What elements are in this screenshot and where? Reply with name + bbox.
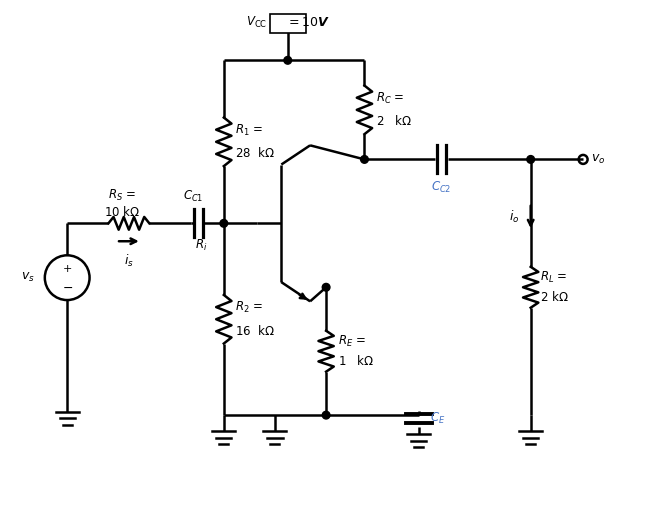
Text: $C_{C1}$: $C_{C1}$ (183, 189, 203, 204)
Text: $C_{C2}$: $C_{C2}$ (431, 180, 452, 195)
Text: $-$: $-$ (62, 281, 72, 294)
Text: $i_o$: $i_o$ (509, 209, 519, 225)
Circle shape (323, 412, 330, 419)
Circle shape (360, 156, 368, 163)
Text: $R_i$: $R_i$ (196, 237, 207, 252)
Text: $v_s$: $v_s$ (21, 271, 35, 284)
Circle shape (527, 156, 535, 163)
Text: $v_o$: $v_o$ (591, 153, 606, 166)
Text: 28  k$\Omega$: 28 k$\Omega$ (235, 146, 275, 160)
FancyBboxPatch shape (270, 13, 306, 33)
Text: $R_L$ =: $R_L$ = (540, 270, 568, 285)
Text: $R_S$ =: $R_S$ = (108, 188, 136, 203)
Circle shape (220, 220, 227, 227)
Text: $R_1$ =: $R_1$ = (235, 123, 263, 138)
Text: $R_C$ =: $R_C$ = (376, 91, 404, 106)
Text: $C_E$: $C_E$ (430, 411, 446, 426)
Text: $V_{\rm CC}$: $V_{\rm CC}$ (246, 15, 267, 30)
Text: 10 k$\Omega$: 10 k$\Omega$ (104, 205, 140, 219)
Text: 16  k$\Omega$: 16 k$\Omega$ (235, 324, 275, 338)
Text: $= 10$V: $= 10$V (287, 16, 331, 29)
Text: 1   k$\Omega$: 1 k$\Omega$ (338, 354, 374, 368)
Circle shape (284, 56, 291, 64)
Circle shape (323, 283, 330, 291)
Text: 2   k$\Omega$: 2 k$\Omega$ (376, 114, 412, 128)
Text: $+$: $+$ (62, 263, 72, 274)
Text: $R_2$ =: $R_2$ = (235, 300, 263, 315)
Text: 2 k$\Omega$: 2 k$\Omega$ (540, 290, 569, 304)
Text: $i_s$: $i_s$ (124, 253, 134, 269)
Text: $R_E$ =: $R_E$ = (338, 334, 366, 349)
